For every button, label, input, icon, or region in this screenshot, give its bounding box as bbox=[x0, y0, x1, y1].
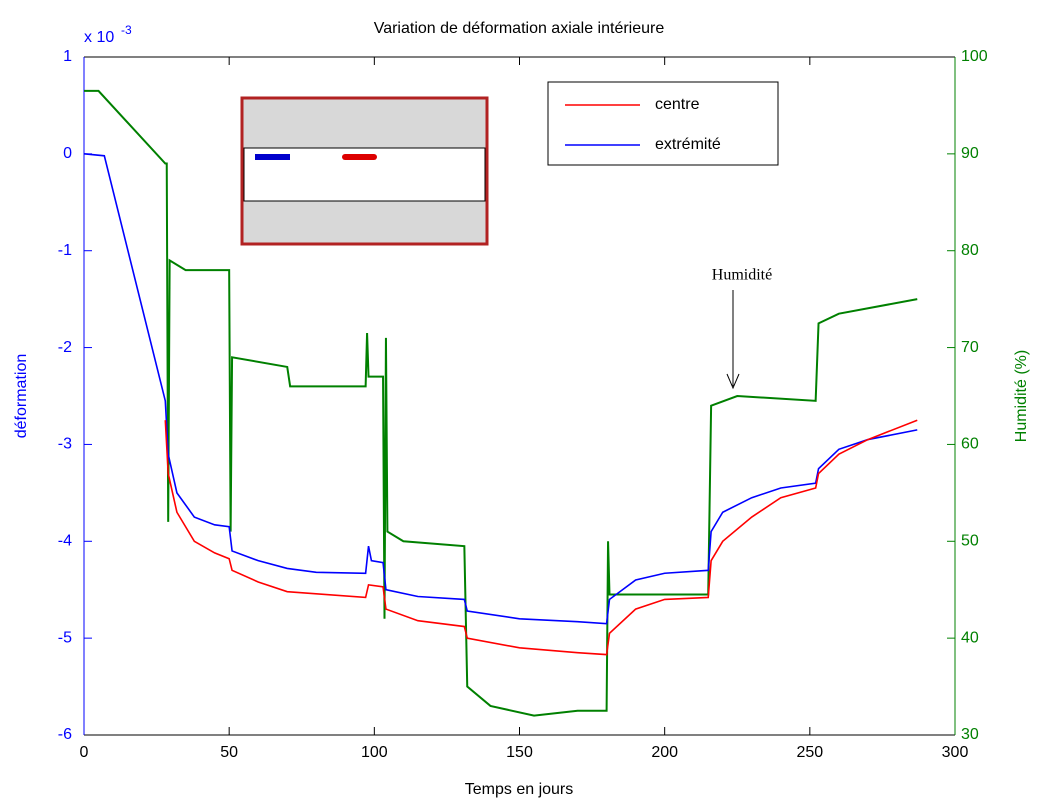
annotation: Humidité bbox=[712, 267, 772, 284]
y2-tick-label: 30 bbox=[961, 726, 979, 743]
x-tick-label: 150 bbox=[506, 744, 533, 761]
y-tick-label: -5 bbox=[58, 629, 72, 646]
annotation-arrowhead bbox=[726, 373, 740, 390]
y-tick-label: -3 bbox=[58, 436, 72, 453]
series-line bbox=[164, 419, 918, 656]
inset-image bbox=[240, 96, 489, 246]
y-tick-label: -2 bbox=[58, 339, 72, 356]
series-line bbox=[84, 89, 918, 717]
y-tick-label: -6 bbox=[58, 726, 72, 743]
y2-tick-label: 70 bbox=[961, 339, 979, 356]
legend-label: extrémité bbox=[655, 136, 721, 153]
y2-axis-label: Humidité (%) bbox=[1013, 350, 1030, 442]
chart-title: Variation de déformation axiale intérieu… bbox=[374, 20, 665, 37]
series-line bbox=[83, 153, 918, 625]
x-tick-label: 300 bbox=[942, 744, 969, 761]
y-tick-label: 1 bbox=[63, 48, 72, 65]
y-exponent-base: x 10 bbox=[84, 29, 114, 46]
x-axis-label: Temps en jours bbox=[465, 781, 574, 798]
legend-box bbox=[547, 81, 779, 166]
y-tick-label: 0 bbox=[63, 145, 72, 162]
y-tick-label: -1 bbox=[58, 242, 72, 259]
legend-label: centre bbox=[655, 96, 700, 113]
y-exponent: -3 bbox=[121, 23, 132, 37]
y2-tick-label: 60 bbox=[961, 436, 979, 453]
y2-tick-label: 40 bbox=[961, 629, 979, 646]
x-tick-label: 200 bbox=[651, 744, 678, 761]
x-tick-label: 100 bbox=[361, 744, 388, 761]
y2-tick-label: 50 bbox=[961, 533, 979, 550]
x-tick-label: 250 bbox=[796, 744, 823, 761]
x-tick-label: 0 bbox=[80, 744, 89, 761]
y-tick-label: -4 bbox=[58, 533, 72, 550]
y2-tick-label: 90 bbox=[961, 145, 979, 162]
x-tick-label: 50 bbox=[220, 744, 238, 761]
y-axis-label: déformation bbox=[13, 354, 30, 439]
y2-tick-label: 80 bbox=[961, 242, 979, 259]
y2-tick-label: 100 bbox=[961, 48, 988, 65]
